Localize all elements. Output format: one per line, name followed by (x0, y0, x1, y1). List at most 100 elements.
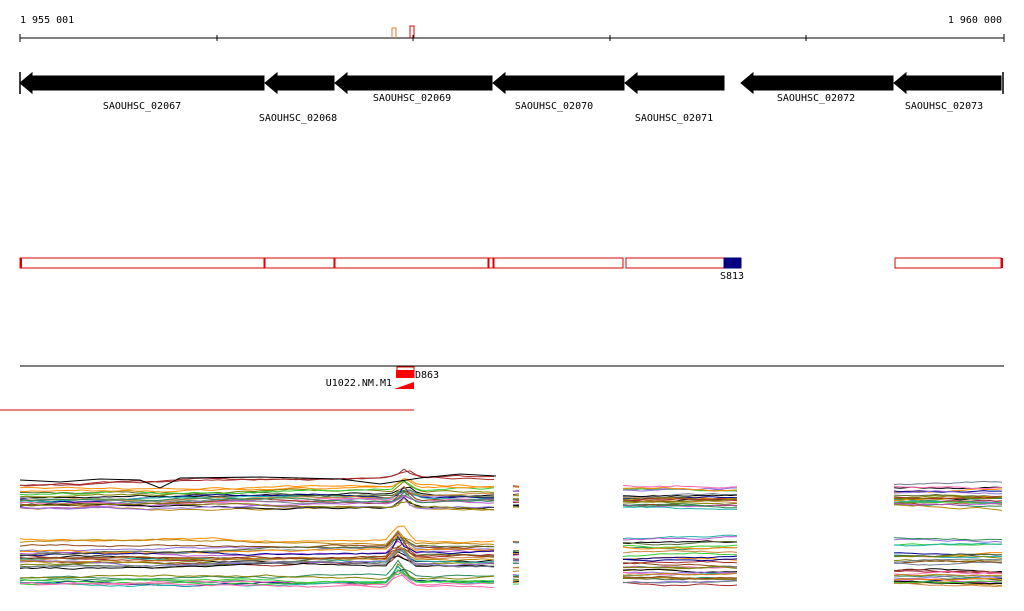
expression-profile-line (19, 535, 495, 557)
gene-SAOUHSC_02070[interactable]: SAOUHSC_02070 (492, 71, 625, 112)
expression-profile-line (622, 504, 738, 508)
expression-profile-line (893, 493, 1003, 498)
gene-SAOUHSC_02068[interactable]: SAOUHSC_02068 (259, 71, 337, 124)
gene-arrow (893, 71, 1002, 95)
expression-profile-line (19, 525, 495, 544)
expression-profile-line (512, 558, 520, 560)
expression-profile-line (512, 554, 520, 557)
gene-SAOUHSC_02073[interactable]: SAOUHSC_02073 (893, 71, 1002, 112)
expression-profile-line (893, 559, 1003, 564)
expression-profile-line (893, 571, 1003, 576)
gene-SAOUHSC_02067[interactable]: SAOUHSC_02067 (19, 71, 265, 112)
expression-profile-line (894, 555, 1003, 559)
expression-profile-line (622, 486, 738, 492)
expression-profile-line (623, 565, 738, 569)
coordinate-ruler: 1 955 001 1 960 000 (19, 15, 1005, 42)
expression-profile-line (19, 541, 495, 560)
expression-profile-line (893, 485, 1003, 490)
expression-profile-line (19, 500, 495, 511)
expression-profile-line (622, 576, 738, 580)
gene-SAOUHSC_02071[interactable]: SAOUHSC_02071 (624, 71, 725, 124)
rna-track: D863 U1022.NM.M1 (0, 365, 1004, 411)
gene-label: SAOUHSC_02073 (905, 101, 983, 112)
expression-profile-line (512, 504, 520, 507)
gene-label: SAOUHSC_02067 (103, 101, 181, 112)
expression-profile-line (622, 571, 738, 574)
expression-profile-line (622, 558, 738, 562)
expression-profile-line (893, 542, 1003, 547)
segment-box[interactable] (334, 257, 489, 269)
gene-label: SAOUHSC_02068 (259, 113, 337, 124)
expression-profile-line (622, 572, 738, 577)
expression-profile-line (19, 545, 495, 564)
expression-profile-line (512, 578, 520, 581)
gene-SAOUHSC_02069[interactable]: SAOUHSC_02069 (334, 71, 493, 104)
expression-profile-line (622, 534, 738, 540)
expression-profile-line (893, 501, 1003, 505)
gene-arrow (492, 71, 625, 95)
expression-profile-line (512, 541, 520, 543)
segment-end-marker (1001, 258, 1003, 268)
segment-box[interactable] (488, 257, 494, 269)
expression-profile-line (19, 479, 495, 496)
gene-label: SAOUHSC_02072 (777, 93, 855, 104)
expression-profile-line (622, 492, 738, 498)
expression-profile-line (893, 574, 1003, 580)
gene-label: SAOUHSC_02070 (515, 101, 593, 112)
expression-profile-line (622, 498, 738, 503)
expression-profile-line (19, 534, 495, 555)
gene-arrow (740, 71, 894, 95)
expression-profile-line (19, 569, 495, 589)
expression-profile-line (622, 544, 738, 549)
expression-profile-line (19, 480, 495, 498)
expression-profile-line (20, 491, 495, 504)
segment-box[interactable] (493, 257, 624, 269)
expression-profile-line (512, 493, 520, 496)
segment-box[interactable] (19, 257, 265, 269)
ruler-marker-red (409, 25, 415, 38)
expression-profile-line (622, 550, 738, 554)
gene-SAOUHSC_02072[interactable]: SAOUHSC_02072 (740, 71, 894, 104)
expression-profile-line (893, 502, 1003, 506)
expression-profile-line (623, 578, 738, 581)
expression-profile-line (623, 487, 737, 492)
expression-profile-line (19, 569, 495, 584)
segment-start-marker (20, 258, 22, 268)
gene-arrow (334, 71, 493, 95)
expression-profile-line (893, 553, 1002, 558)
expression-profile-line (893, 538, 1003, 543)
expression-profile-line (19, 555, 495, 570)
segment-feature-S813[interactable] (723, 257, 742, 269)
expression-profile-line (893, 495, 1003, 500)
expression-profile-line (512, 574, 520, 577)
expression-profile-line (20, 549, 495, 568)
segment-box[interactable] (894, 257, 1002, 269)
expression-profile-line (893, 558, 1003, 563)
rna-feature-U1022[interactable] (394, 382, 414, 389)
expression-profile-line (894, 561, 1003, 566)
segment-box[interactable] (625, 257, 725, 269)
expression-profile-line (19, 551, 495, 565)
expression-profile-line (893, 543, 1003, 546)
expression-profile-line (622, 560, 738, 565)
segment-box[interactable] (264, 257, 335, 269)
expression-profile-line (893, 582, 1003, 588)
rna-feature-D863[interactable] (396, 370, 414, 378)
expression-profile-line (893, 577, 1003, 581)
expression-profile-line (893, 480, 1003, 486)
expression-panel-upper (19, 468, 1003, 511)
gene-arrow (264, 71, 335, 95)
expression-profile-line (622, 546, 738, 550)
expression-profile-line (622, 536, 738, 541)
expression-track (19, 468, 1003, 589)
expression-profile-line (622, 494, 738, 498)
expression-profile-line (19, 497, 495, 511)
segment-feature-label: S813 (720, 271, 744, 282)
segment-track: S813 (19, 257, 1003, 282)
expression-profile-line (20, 563, 495, 580)
expression-profile-line (622, 555, 738, 561)
expression-profile-line (622, 498, 738, 502)
ruler-marker-orange (391, 27, 397, 38)
ruler-end-label: 1 960 000 (948, 15, 1002, 26)
